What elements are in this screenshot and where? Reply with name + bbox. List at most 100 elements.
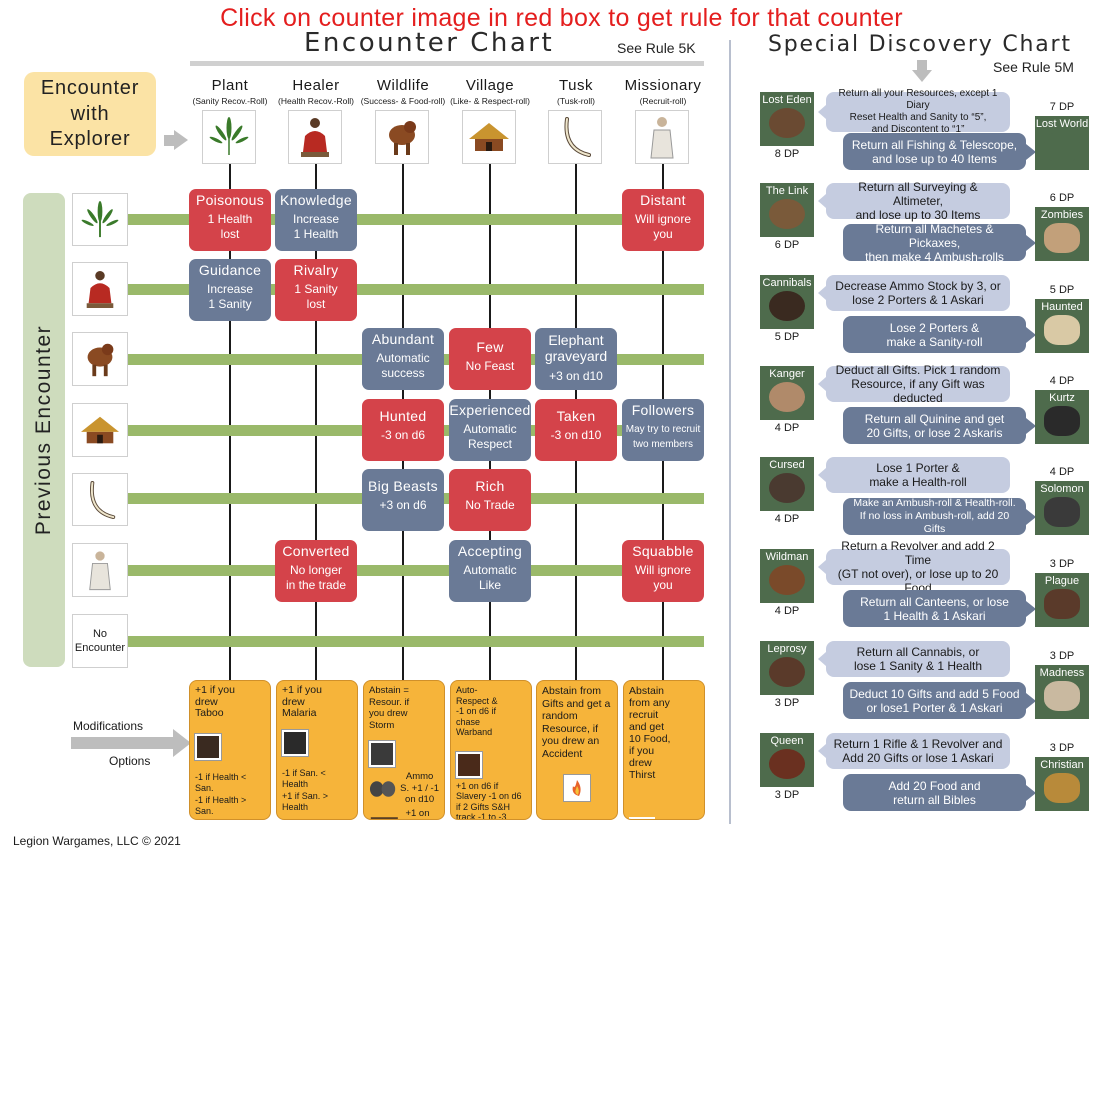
special-arrow-shaft xyxy=(917,60,927,70)
counter-label: Madness xyxy=(1039,667,1085,679)
counter-special-left[interactable]: Kanger xyxy=(760,366,814,420)
encounter-chart-title: Encounter Chart xyxy=(304,28,555,58)
cell-distant: Distant Will ignore you xyxy=(622,189,704,251)
counter-village-left[interactable] xyxy=(72,403,128,457)
special-rule-dark: Make an Ambush-roll & Health-roll. If no … xyxy=(843,497,1036,535)
column-sub: (Like- & Respect-roll) xyxy=(450,96,530,106)
taboo-counter-icon[interactable] xyxy=(194,732,222,761)
accident-counter-icon[interactable] xyxy=(563,774,591,802)
counter-special-right[interactable]: Madness xyxy=(1035,665,1089,719)
counter-portrait-icon xyxy=(769,382,805,412)
counter-label: Cursed xyxy=(769,459,805,471)
copyright: Legion Wargames, LLC © 2021 xyxy=(13,834,181,848)
column-sub: (Sanity Recov.-Roll) xyxy=(192,96,268,106)
column-head-tusk: Tusk (Tusk-roll) xyxy=(530,77,622,106)
rule-line: Return all Quinine and get xyxy=(864,411,1005,426)
counter-special-left[interactable]: Leprosy xyxy=(760,641,814,695)
counter-special-left[interactable]: Lost Eden xyxy=(760,92,814,146)
counter-special-right[interactable]: Haunted xyxy=(1035,299,1089,353)
malaria-counter-icon[interactable] xyxy=(281,728,309,757)
rule-line: and lose up to 30 Items xyxy=(855,208,981,222)
counter-wildlife-top[interactable] xyxy=(375,110,429,164)
special-rule-light: Deduct all Gifts. Pick 1 random Resource,… xyxy=(818,363,1010,405)
rule-line: Decrease Ammo Stock by 3, or xyxy=(835,279,1001,293)
special-chart-title: Special Discovery Chart xyxy=(768,32,1072,57)
counter-wildlife-left[interactable] xyxy=(72,332,128,386)
counter-special-left[interactable]: Cannibals xyxy=(760,275,814,329)
counter-healer-left[interactable] xyxy=(72,262,128,316)
column-sub: (Health Recov.-Roll) xyxy=(278,96,354,106)
column-head-plant: Plant (Sanity Recov.-Roll) xyxy=(184,77,276,106)
cell-line: No Trade xyxy=(465,497,515,512)
column-name: Village xyxy=(465,77,515,94)
counter-portrait-icon xyxy=(769,657,805,687)
counter-missionary-top[interactable] xyxy=(635,110,689,164)
counter-label: Zombies xyxy=(1040,209,1084,221)
cannabis-leaf-icon xyxy=(209,117,249,155)
column-name: Plant xyxy=(211,77,249,94)
encounter-see-rule-link[interactable]: See Rule 5K xyxy=(617,40,696,56)
cell-line: Respect xyxy=(467,437,513,451)
rule-line: Add 20 Gifts or lose 1 Askari xyxy=(842,751,994,765)
special-see-rule-link[interactable]: See Rule 5M xyxy=(993,59,1074,75)
special-rule-dark: Deduct 10 Gifts and add 5 Food or lose1 P… xyxy=(843,682,1036,719)
counter-special-right[interactable]: Plague xyxy=(1035,573,1089,627)
cell-followers: Followers May try to recruit two members xyxy=(622,399,704,461)
cell-line: you xyxy=(653,227,673,241)
counter-special-left[interactable]: Cursed xyxy=(760,457,814,511)
counter-special-left[interactable]: Wildman xyxy=(760,549,814,603)
special-rule-light: Decrease Ammo Stock by 3, or lose 2 Porte… xyxy=(818,275,1010,311)
rule-line: Lose 1 Porter & xyxy=(876,461,960,475)
thirst-counter-icon[interactable]: Thirst! xyxy=(629,817,655,819)
cell-few: Few No Feast xyxy=(449,328,531,390)
column-name: Tusk xyxy=(559,77,593,94)
counter-special-left[interactable]: The Link xyxy=(760,183,814,237)
missionary-figure-icon xyxy=(89,551,111,591)
counter-village-top[interactable] xyxy=(462,110,516,164)
rule-line: lose 1 Sanity & 1 Health xyxy=(853,659,983,673)
rifle-icon xyxy=(370,817,398,819)
dp-value-right: 3 DP xyxy=(1049,650,1075,662)
modifications-label: Modifications xyxy=(73,719,144,733)
counter-label: Solomon xyxy=(1040,483,1084,495)
storm-counter-icon[interactable] xyxy=(368,740,396,768)
warband-counter-icon[interactable] xyxy=(455,750,483,779)
cell-abundant: Abundant Automatic success xyxy=(362,328,444,390)
counter-special-right[interactable]: Solomon xyxy=(1035,481,1089,535)
counter-special-right[interactable]: Kurtz xyxy=(1035,390,1089,444)
counter-special-right[interactable]: Lost World xyxy=(1035,116,1089,170)
counter-portrait-icon xyxy=(1044,315,1080,345)
counter-healer-top[interactable] xyxy=(288,110,342,164)
counter-special-left[interactable]: Queen xyxy=(760,733,814,787)
rule-line: make a Sanity-roll xyxy=(886,334,983,349)
special-rule-dark: Return all Canteens, or lose 1 Health & 1… xyxy=(843,590,1036,627)
cell-poisonous: Poisonous 1 Health lost xyxy=(189,189,271,251)
cell-title: Converted xyxy=(282,543,350,559)
cell-title: Squabble xyxy=(632,543,694,559)
cell-title: Big Beasts xyxy=(368,478,438,494)
cell-line: two members xyxy=(632,439,693,450)
counter-label: Lost Eden xyxy=(762,94,812,106)
counter-tusk-left[interactable] xyxy=(72,473,128,526)
special-arrow-icon xyxy=(912,70,932,82)
counter-plant-left[interactable] xyxy=(72,193,128,246)
counter-label: The Link xyxy=(765,185,809,197)
mod-text: +1 on d6 xyxy=(405,807,430,819)
special-rule-light: Return all Surveying & Altimeter, and los… xyxy=(818,180,1010,222)
hut-icon xyxy=(81,416,119,444)
counter-missionary-left[interactable] xyxy=(72,543,128,597)
cell-line: 1 Sanity xyxy=(208,297,252,311)
counter-tusk-top[interactable] xyxy=(548,110,602,164)
cell-line: 1 Health xyxy=(207,211,253,226)
rule-line: 1 Health & 1 Askari xyxy=(883,608,986,623)
cell-line: May try to recruit xyxy=(625,423,701,435)
cell-knowledge: Knowledge Increase 1 Health xyxy=(275,189,357,251)
cell-line: 1 Sanity xyxy=(294,281,338,296)
cell-line: Automatic xyxy=(463,562,517,577)
counter-special-right[interactable]: Christian xyxy=(1035,757,1089,811)
rule-line: If no loss in Ambush-roll, add 20 Gifts xyxy=(859,510,1010,535)
counter-plant-top[interactable] xyxy=(202,110,256,164)
counter-special-right[interactable]: Zombies xyxy=(1035,207,1089,261)
cell-line: No longer xyxy=(289,562,343,577)
cell-elephant-graveyard: Elephant graveyard +3 on d10 xyxy=(535,328,617,390)
